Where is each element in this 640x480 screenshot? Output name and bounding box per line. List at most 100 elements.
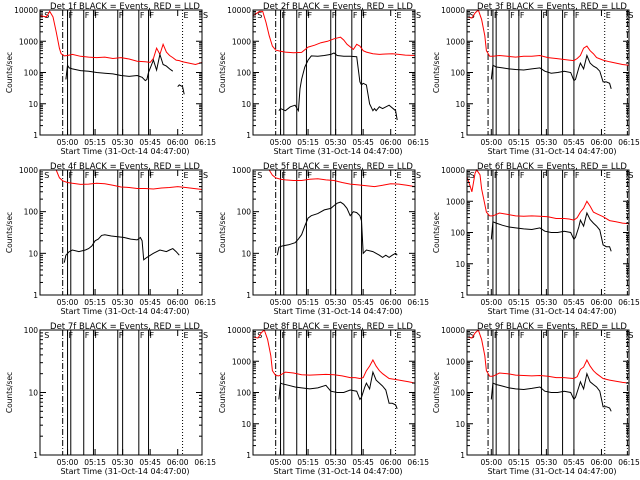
ytick-label: 1000 [446, 37, 465, 46]
xtick-label: 05:15 [297, 458, 319, 467]
ytick-label: 10000 [441, 326, 465, 335]
ytick-label: 100 [451, 389, 466, 398]
segment-marker: F [85, 331, 90, 340]
ytick-label: 10 [28, 100, 38, 109]
xtick-label: 06:00 [591, 458, 613, 467]
ytick-label: 100 [451, 69, 466, 78]
segment-marker: F [282, 11, 287, 20]
segment-marker: S [628, 171, 633, 180]
ytick-label: 10 [455, 260, 465, 269]
segment-marker: F [363, 11, 368, 20]
series-events [490, 53, 612, 89]
segment-marker: F [150, 171, 155, 180]
segment-marker: F [69, 331, 74, 340]
segment-marker: F [332, 11, 337, 20]
segment-marker: F [353, 11, 358, 20]
segment-marker: S [628, 331, 633, 340]
ytick-label: 100 [24, 208, 39, 217]
ytick-label: 1 [33, 131, 38, 140]
xtick-label: 05:30 [536, 458, 558, 467]
ytick-label: 100 [237, 208, 252, 217]
ytick-label: 1 [246, 131, 251, 140]
xtick-label: 05:00 [480, 458, 502, 467]
segment-marker: F [494, 11, 499, 20]
xtick-label: 05:30 [536, 298, 558, 307]
segment-marker: F [543, 171, 548, 180]
xtick-label: 05:00 [57, 458, 79, 467]
xtick-label: 06:15 [194, 458, 216, 467]
x-axis-label: Start Time (31-Oct-14 04:47:00) [273, 467, 402, 476]
series-lld [252, 329, 416, 384]
ytick-label: 1000 [446, 197, 465, 206]
ytick-label: 1000 [446, 357, 465, 366]
segment-marker: E [397, 11, 402, 20]
xtick-label: 06:00 [167, 458, 189, 467]
x-axis-label: Start Time (31-Oct-14 04:47:00) [487, 147, 616, 156]
series-lld [39, 10, 203, 66]
xtick-label: 05:45 [352, 458, 374, 467]
xtick-label: 06:00 [591, 138, 613, 147]
xtick-label: 06:15 [618, 138, 640, 147]
ytick-label: 100 [451, 229, 466, 238]
segment-marker: F [510, 171, 515, 180]
xtick-label: 05:30 [112, 458, 134, 467]
ytick-label: 10 [241, 420, 251, 429]
segment-marker: F [575, 11, 580, 20]
xtick-label: 05:00 [57, 138, 79, 147]
segment-marker: S [203, 331, 208, 340]
segment-marker: S [416, 11, 421, 20]
panel-title: Det 6f BLACK = Events, RED = LLD [477, 162, 627, 172]
segment-marker: E [397, 171, 402, 180]
plot-frame [252, 329, 416, 456]
ytick-label: 1000 [232, 357, 251, 366]
ytick-label: 10 [455, 100, 465, 109]
xtick-label: 06:15 [194, 138, 216, 147]
xtick-label: 05:30 [325, 298, 347, 307]
plot-frame [39, 169, 203, 296]
xtick-label: 06:00 [167, 138, 189, 147]
xtick-label: 06:15 [194, 298, 216, 307]
ytick-label: 10000 [227, 326, 251, 335]
series-events [278, 370, 398, 409]
segment-marker: F [94, 331, 99, 340]
xtick-label: 05:45 [352, 298, 374, 307]
y-axis-label: Counts/sec [432, 372, 441, 413]
y-axis-label: Counts/sec [5, 372, 14, 413]
y-axis-label: Counts/sec [432, 212, 441, 253]
plot-frame [252, 9, 416, 136]
segment-marker: S [470, 331, 475, 340]
ytick-label: 100 [237, 389, 252, 398]
xtick-label: 05:15 [84, 138, 106, 147]
series-events [490, 371, 612, 412]
ytick-label: 1000 [232, 166, 251, 175]
xtick-label: 05:15 [508, 458, 530, 467]
segment-marker: E [397, 331, 402, 340]
xtick-label: 05:15 [508, 298, 530, 307]
segment-marker: F [140, 11, 145, 20]
ytick-label: 1 [33, 291, 38, 300]
segment-marker: F [85, 171, 90, 180]
series-events [63, 234, 180, 263]
segment-marker: F [69, 11, 74, 20]
xtick-label: 05:00 [480, 138, 502, 147]
segment-marker: E [184, 171, 189, 180]
segment-marker: F [520, 11, 525, 20]
xtick-label: 05:15 [508, 138, 530, 147]
segment-marker: F [298, 331, 303, 340]
panel-title: Det 3f BLACK = Events, RED = LLD [477, 2, 627, 12]
ytick-label: 1 [460, 291, 465, 300]
xtick-label: 06:00 [380, 298, 402, 307]
segment-marker: F [332, 171, 337, 180]
xtick-label: 05:30 [325, 138, 347, 147]
xtick-label: 05:15 [297, 298, 319, 307]
segment-marker: F [575, 331, 580, 340]
xtick-label: 05:15 [84, 298, 106, 307]
x-axis-label: Start Time (31-Oct-14 04:47:00) [60, 147, 189, 156]
segment-marker: F [363, 171, 368, 180]
segment-marker: E [606, 11, 611, 20]
xtick-label: 05:30 [536, 138, 558, 147]
segment-marker: F [575, 171, 580, 180]
xtick-label: 05:00 [57, 298, 79, 307]
